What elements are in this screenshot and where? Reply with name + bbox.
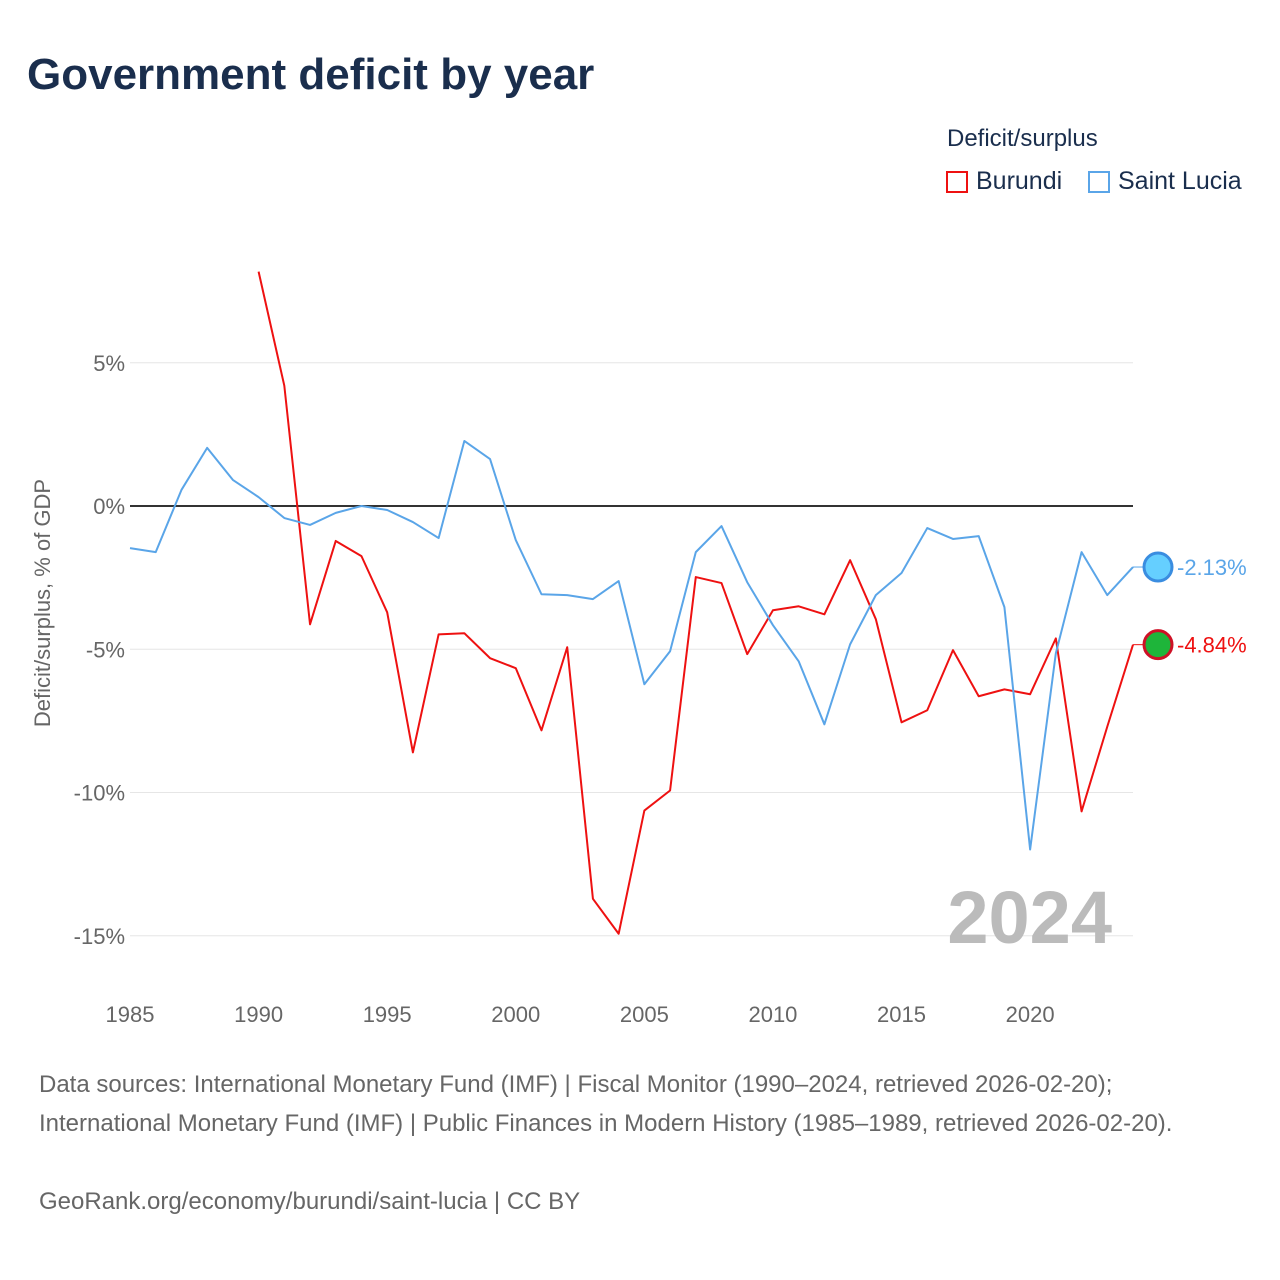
legend-label: Saint Lucia (1118, 167, 1242, 195)
saint-lucia-flag-icon (1142, 551, 1174, 583)
line-chart: 5% 0% -5% -10% -15% 1985 1990 1995 2000 2005 2010 2… (30, 271, 1247, 1027)
x-tick-label: 2000 (491, 1002, 540, 1027)
y-axis-title: Deficit/surplus, % of GDP (30, 479, 55, 727)
page-title: Government deficit by year (27, 50, 595, 99)
x-tick-label: 2015 (877, 1002, 926, 1027)
series-line-burundi[interactable] (257, 271, 1134, 935)
y-tick-label: 0% (93, 494, 125, 519)
saint-lucia-swatch (1088, 170, 1110, 193)
y-tick-label: -15% (74, 924, 125, 949)
end-value-label: -2.13% (1177, 555, 1247, 580)
attribution-link[interactable]: GeoRank.org/economy/burundi/saint-lucia … (39, 1188, 581, 1215)
legend-label: Burundi (976, 167, 1063, 195)
end-value-label: -4.84% (1177, 633, 1247, 658)
x-tick-label: 1990 (234, 1002, 283, 1027)
x-tick-label: 2020 (1006, 1002, 1055, 1027)
x-tick-label: 1995 (363, 1002, 412, 1027)
y-tick-label: 5% (93, 351, 125, 376)
legend-title: Deficit/surplus (947, 125, 1098, 152)
x-tick-label: 2010 (748, 1002, 797, 1027)
x-tick-label: 2005 (620, 1002, 669, 1027)
y-tick-label: -5% (86, 637, 125, 662)
legend-item-saint-lucia[interactable]: Saint Lucia (1088, 167, 1242, 196)
legend-item-burundi[interactable]: Burundi (946, 167, 1062, 196)
y-tick-label: -10% (74, 781, 125, 806)
burundi-flag-icon (1142, 629, 1174, 661)
series-line-saint-lucia[interactable] (129, 439, 1134, 851)
x-tick-label: 1985 (106, 1002, 155, 1027)
year-watermark: 2024 (947, 876, 1112, 959)
data-sources: Data sources: International Monetary Fun… (39, 1071, 1173, 1137)
burundi-swatch (946, 170, 968, 193)
